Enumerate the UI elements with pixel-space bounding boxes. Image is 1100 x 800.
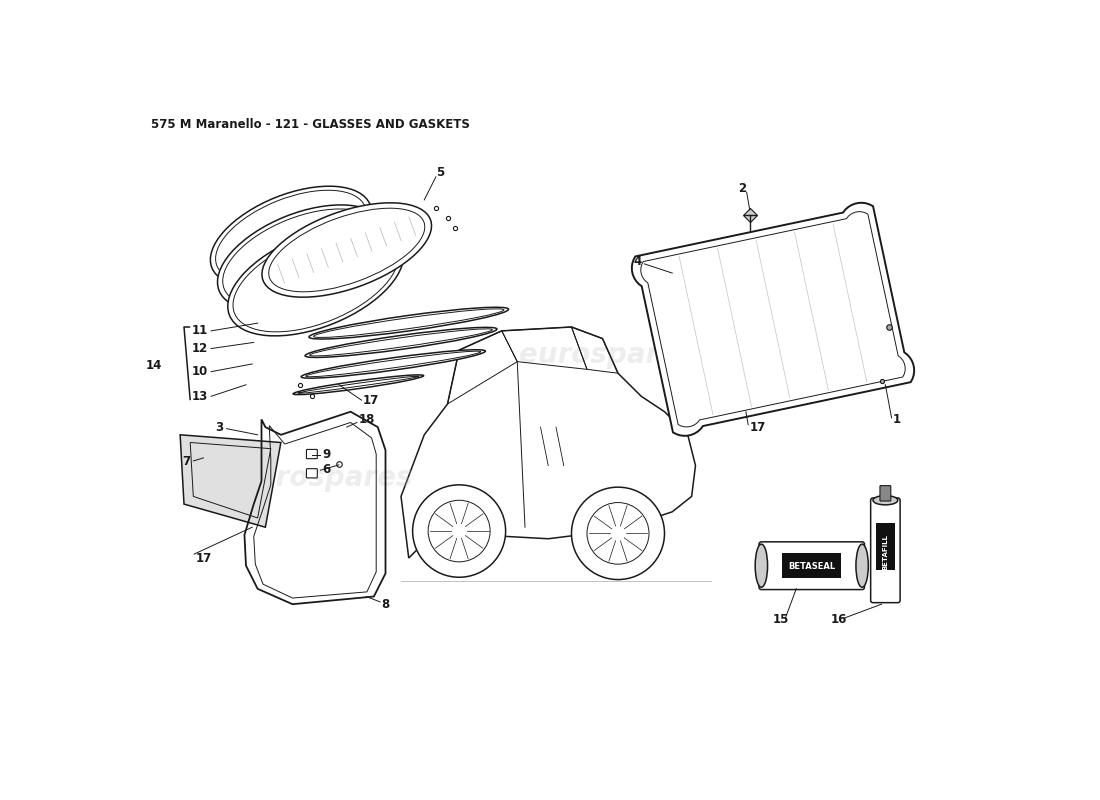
FancyBboxPatch shape xyxy=(871,498,900,602)
Text: 16: 16 xyxy=(832,613,847,626)
Text: BETAFILL: BETAFILL xyxy=(882,534,889,570)
Ellipse shape xyxy=(756,544,768,587)
Text: 7: 7 xyxy=(183,455,190,468)
Text: 13: 13 xyxy=(191,390,208,403)
Text: 15: 15 xyxy=(773,613,790,626)
Text: eurospares: eurospares xyxy=(518,341,694,369)
Polygon shape xyxy=(180,435,280,527)
Ellipse shape xyxy=(262,203,431,297)
Text: 4: 4 xyxy=(634,255,641,268)
Ellipse shape xyxy=(210,186,372,286)
FancyBboxPatch shape xyxy=(880,486,891,501)
FancyBboxPatch shape xyxy=(782,554,842,578)
Circle shape xyxy=(412,485,506,578)
FancyBboxPatch shape xyxy=(307,450,317,458)
Text: 6: 6 xyxy=(322,463,330,476)
Ellipse shape xyxy=(856,544,868,587)
Text: 5: 5 xyxy=(436,166,444,179)
FancyBboxPatch shape xyxy=(876,523,894,570)
Text: 10: 10 xyxy=(191,365,208,378)
Ellipse shape xyxy=(309,307,508,339)
Text: 17: 17 xyxy=(750,421,766,434)
Text: 17: 17 xyxy=(196,551,212,565)
Text: 9: 9 xyxy=(322,447,330,461)
Polygon shape xyxy=(631,202,914,436)
Ellipse shape xyxy=(305,327,497,358)
Text: 17: 17 xyxy=(362,394,378,406)
Text: 8: 8 xyxy=(382,598,389,610)
Text: 18: 18 xyxy=(359,413,375,426)
Ellipse shape xyxy=(218,205,386,310)
Text: 1: 1 xyxy=(893,413,901,426)
Text: 14: 14 xyxy=(145,359,162,372)
FancyBboxPatch shape xyxy=(759,542,865,590)
Text: eurospares: eurospares xyxy=(238,464,412,492)
Text: 2: 2 xyxy=(738,182,746,195)
Text: BETASEAL: BETASEAL xyxy=(789,562,835,571)
Text: 575 M Maranello - 121 - GLASSES AND GASKETS: 575 M Maranello - 121 - GLASSES AND GASK… xyxy=(152,118,471,130)
Text: 11: 11 xyxy=(191,324,208,338)
FancyBboxPatch shape xyxy=(307,469,317,478)
Circle shape xyxy=(572,487,664,579)
Text: 12: 12 xyxy=(191,342,208,355)
Ellipse shape xyxy=(228,226,404,336)
Ellipse shape xyxy=(293,375,424,394)
Text: 3: 3 xyxy=(214,421,223,434)
Ellipse shape xyxy=(301,350,485,378)
Ellipse shape xyxy=(873,496,898,505)
